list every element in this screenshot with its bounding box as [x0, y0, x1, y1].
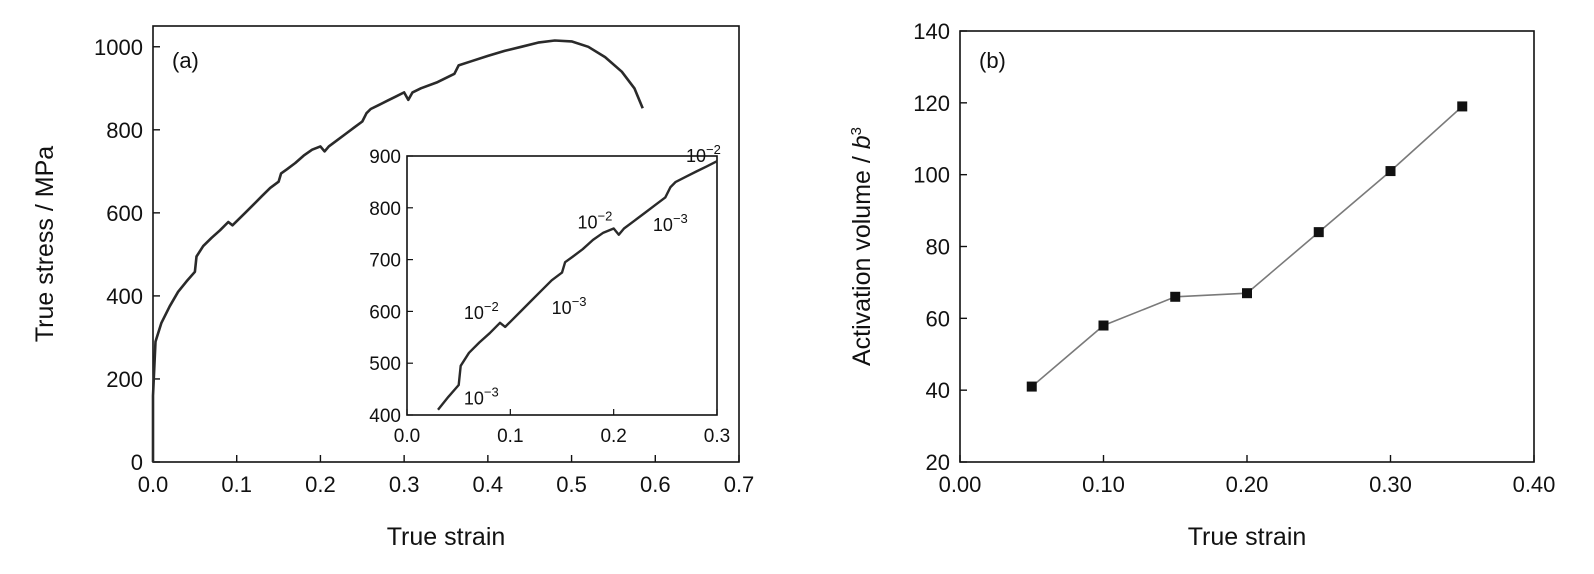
y-tick-label: 120: [913, 91, 950, 116]
y-tick-label: 1000: [94, 35, 143, 60]
x-tick-label: 0.40: [1513, 472, 1556, 497]
data-point-marker: [1457, 101, 1468, 112]
inset-x-tick-label: 0.0: [394, 426, 420, 447]
y-tick-label: 40: [926, 378, 950, 403]
data-point-marker: [1313, 227, 1324, 238]
y-tick-label: 60: [926, 306, 950, 331]
inset-y-tick-label: 400: [369, 406, 401, 427]
inset-stress-strain-curve: [437, 160, 718, 411]
y-tick-label: 200: [106, 367, 143, 392]
strain-rate-exponent: −3: [572, 294, 587, 309]
strain-rate-label: 10−2: [686, 142, 721, 166]
strain-rate-base: 10: [552, 298, 572, 318]
strain-rate-base: 10: [578, 213, 598, 233]
x-tick-label: 0.4: [473, 472, 504, 497]
strain-rate-base: 10: [464, 389, 484, 409]
plot-frame: [959, 30, 1535, 463]
x-axis-title: True strain: [387, 523, 506, 551]
stress-strain-curve: [151, 39, 644, 462]
strain-rate-base: 10: [686, 146, 706, 166]
x-tick-label: 0.00: [939, 472, 982, 497]
inset-x-tick-label: 0.1: [497, 426, 523, 447]
inset-frame: [406, 155, 718, 416]
inset-y-tick-label: 500: [369, 354, 401, 375]
panel-a-stress-strain-chart: 0.0 0.1 0.2 0.3 0.4 0.5 0.6 0.70200400600800100…: [31, 25, 755, 551]
y-tick-label: 140: [913, 19, 950, 44]
strain-rate-base: 10: [464, 303, 484, 323]
y-axis-title: True stress / MPa: [31, 146, 59, 342]
panel-label: (b): [979, 48, 1006, 73]
strain-rate-label: 10−3: [552, 294, 587, 318]
strain-rate-exponent: −2: [598, 209, 613, 224]
data-point-marker: [1026, 381, 1037, 392]
data-point-marker: [1098, 320, 1109, 331]
inset-y-tick-label: 700: [369, 251, 401, 272]
y-axis-title-symbol: b: [848, 135, 876, 149]
strain-rate-label: 10−2: [578, 209, 613, 233]
panel-label: (a): [172, 48, 199, 73]
x-axis-title: True strain: [1188, 523, 1307, 551]
x-tick-label: 0.30: [1369, 472, 1412, 497]
x-tick-label: 0.3: [389, 472, 420, 497]
strain-rate-base: 10: [653, 215, 673, 235]
inset-x-tick-label: 0.2: [600, 426, 626, 447]
data-point-marker: [1170, 291, 1181, 302]
activation-volume-line: [1031, 105, 1463, 388]
y-tick-label: 400: [106, 284, 143, 309]
data-point-marker: [1385, 166, 1396, 177]
x-tick-label: 0.7: [724, 472, 755, 497]
y-tick-label: 600: [106, 201, 143, 226]
y-axis-title: Activation volume / b3: [848, 127, 876, 366]
x-tick-label: 0.0: [138, 472, 169, 497]
y-tick-label: 20: [926, 450, 950, 475]
strain-rate-exponent: −2: [484, 299, 499, 314]
y-axis-title-exponent: 3: [848, 127, 865, 135]
strain-rate-exponent: −3: [673, 211, 688, 226]
x-tick-label: 0.6: [640, 472, 671, 497]
data-point-marker: [1242, 288, 1252, 299]
strain-rate-exponent: −3: [484, 385, 499, 400]
inset-y-tick-label: 800: [369, 199, 401, 220]
y-tick-label: 800: [106, 118, 143, 143]
y-tick-label: 100: [913, 163, 950, 188]
strain-rate-label: 10−3: [464, 385, 499, 409]
plot-frame: [152, 25, 740, 463]
inset-x-tick-label: 0.3: [704, 426, 730, 447]
strain-rate-label: 10−3: [653, 211, 688, 235]
strain-rate-exponent: −2: [706, 142, 721, 157]
y-axis-title-text: Activation volume /: [848, 149, 876, 366]
x-tick-label: 0.10: [1082, 472, 1125, 497]
x-tick-label: 0.5: [556, 472, 587, 497]
inset-y-tick-label: 900: [369, 147, 401, 168]
x-tick-label: 0.1: [221, 472, 252, 497]
x-tick-label: 0.2: [305, 472, 336, 497]
y-tick-label: 0: [131, 450, 143, 475]
strain-rate-label: 10−2: [464, 299, 499, 323]
panel-b-activation-volume-chart: 0.00 0.10 0.20 0.30 0.40 20 40 60 80 100 120 140 Tru…: [848, 19, 1555, 551]
x-tick-label: 0.20: [1226, 472, 1269, 497]
y-tick-label: 80: [926, 235, 950, 260]
inset-y-tick-label: 600: [369, 302, 401, 323]
